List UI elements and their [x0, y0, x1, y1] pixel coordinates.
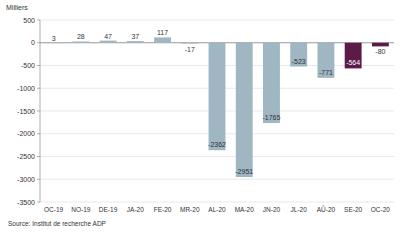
- data-label: -17: [185, 46, 195, 53]
- y-tick: [37, 179, 40, 180]
- y-tick-label: -1000: [17, 85, 35, 92]
- chart-container: Milliers -3500 -3000 -2500 -2000 -1500 -1000 -5…: [0, 0, 400, 232]
- data-label: 37: [131, 33, 139, 40]
- y-tick: [37, 156, 40, 157]
- y-tick-label: -3000: [17, 176, 35, 183]
- x-tick-label: JA-20: [127, 206, 144, 213]
- data-label: -2951: [235, 168, 253, 175]
- y-tick: [37, 202, 40, 203]
- x-tick-label: OC-20: [371, 206, 391, 213]
- bar: [127, 41, 144, 43]
- source-note: Source: Institut de recherche ADP: [8, 220, 106, 227]
- x-tick-label: MR-20: [180, 206, 200, 213]
- data-label: 47: [104, 33, 112, 40]
- data-label: -523: [292, 58, 306, 65]
- bar: [209, 43, 226, 150]
- y-tick-label: -1500: [17, 108, 35, 115]
- data-label: 3: [52, 35, 56, 42]
- x-tick-label: FE-20: [154, 206, 172, 213]
- x-tick-label: MA-20: [235, 206, 255, 213]
- y-tick-label: -500: [21, 62, 35, 69]
- x-tick-label: JL-20: [291, 206, 308, 213]
- grid-line: [40, 156, 394, 157]
- x-tick-label: JN-20: [263, 206, 281, 213]
- bar: [181, 42, 198, 44]
- grid-line: [40, 20, 394, 21]
- bars: [45, 37, 389, 177]
- y-tick-label: -2000: [17, 130, 35, 137]
- grid-line: [40, 179, 394, 180]
- y-tick-label: 500: [23, 17, 35, 24]
- y-tick: [37, 133, 40, 134]
- y-tick-label: 0: [31, 39, 35, 46]
- y-axis-label: Milliers: [6, 4, 28, 11]
- bar: [372, 43, 389, 47]
- y-tick-label: -3500: [17, 199, 35, 206]
- bar: [154, 37, 171, 42]
- y-tick: [37, 20, 40, 21]
- bar: [290, 43, 307, 67]
- data-label: -771: [319, 69, 333, 76]
- x-tick-label: OC-19: [44, 206, 64, 213]
- data-label: -80: [375, 48, 385, 55]
- x-tick-label: AÛ-20: [317, 205, 336, 213]
- y-axis-line: [40, 20, 41, 202]
- bar: [317, 43, 334, 78]
- bar: [263, 43, 280, 123]
- bar: [236, 43, 253, 177]
- x-tick-label: NO-19: [71, 206, 91, 213]
- data-label: -2362: [208, 141, 226, 148]
- bar: [45, 42, 62, 44]
- y-tick: [37, 111, 40, 112]
- data-label: 117: [157, 29, 168, 36]
- y-tick: [37, 88, 40, 89]
- data-label: -1765: [263, 114, 281, 121]
- bar: [100, 41, 117, 43]
- grid-line: [40, 202, 394, 203]
- y-tick: [37, 65, 40, 66]
- x-tick-label: AL-20: [208, 206, 226, 213]
- y-tick: [37, 42, 40, 43]
- x-tick-label: DE-19: [99, 206, 118, 213]
- data-label: -564: [346, 59, 360, 66]
- data-label: 28: [77, 33, 85, 40]
- y-tick-label: -2500: [17, 153, 35, 160]
- x-tick-label: SE-20: [344, 206, 362, 213]
- bar: [345, 43, 362, 69]
- chart-svg: Milliers -3500 -3000 -2500 -2000 -1500 -1000 -5…: [0, 0, 400, 232]
- bar: [72, 41, 89, 42]
